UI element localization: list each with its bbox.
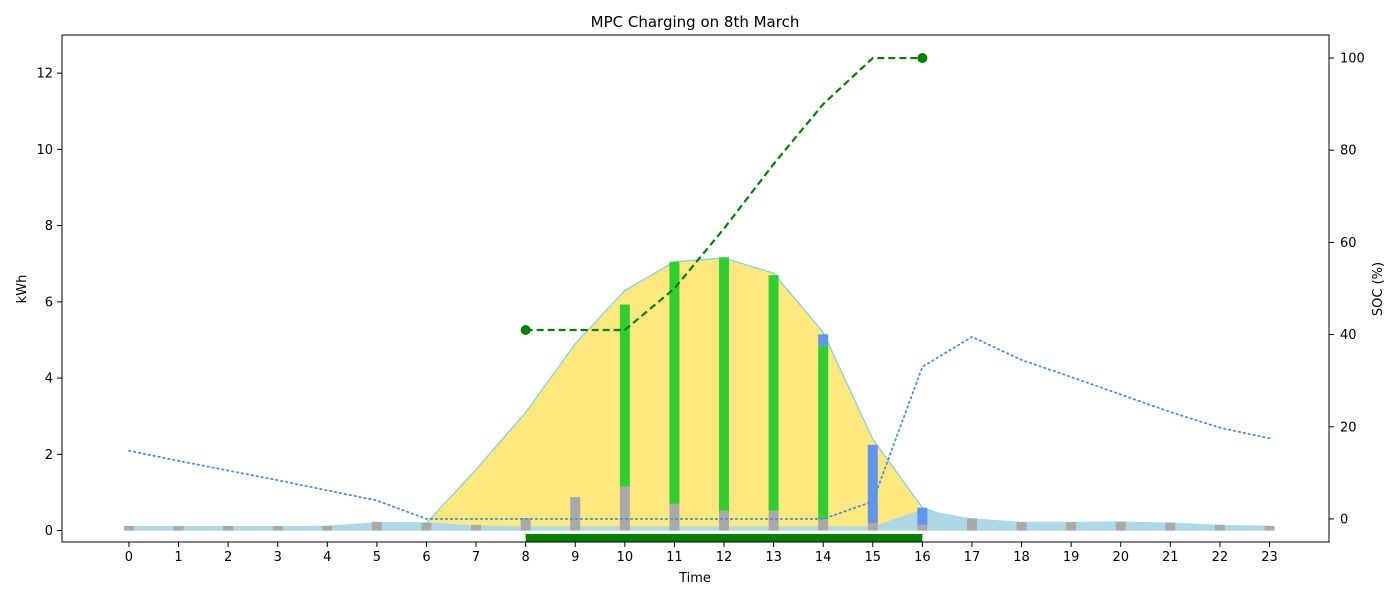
- base-load-bar: [1066, 522, 1077, 531]
- base-load-bar: [471, 524, 482, 531]
- y-tick-label: 0: [45, 524, 53, 539]
- grid-import-bar: [818, 334, 829, 346]
- x-tick-label: 6: [422, 550, 430, 565]
- base-load-bar: [322, 525, 333, 531]
- y-right-tick-label: 100: [1340, 52, 1365, 67]
- y-tick-label: 4: [45, 372, 53, 387]
- price-line: [128, 335, 1271, 520]
- base-load-bar: [719, 510, 730, 531]
- base-load-bar: [867, 522, 878, 531]
- load-band: [128, 509, 1270, 531]
- x-tick-label: 8: [522, 550, 530, 565]
- x-tick-label: 15: [865, 550, 882, 565]
- x-tick-label: 9: [571, 550, 579, 565]
- y-right-tick-label: 60: [1340, 236, 1357, 251]
- base-load-bar: [966, 518, 977, 531]
- x-tick-label: 0: [125, 550, 133, 565]
- plot-frame: [61, 34, 1330, 543]
- y-tick-label: 8: [45, 219, 53, 234]
- x-tick-label: 16: [914, 550, 931, 565]
- base-load-bar: [371, 521, 382, 531]
- x-tick-label: 14: [815, 550, 832, 565]
- x-tick-label: 12: [716, 550, 733, 565]
- x-tick-label: 11: [666, 550, 683, 565]
- base-load-bar: [619, 486, 630, 531]
- x-tick-label: 2: [224, 550, 232, 565]
- base-load-bar: [1165, 522, 1176, 531]
- y-right-tick-label: 80: [1340, 144, 1357, 159]
- x-tick-label: 17: [964, 550, 981, 565]
- x-tick-label: 7: [472, 550, 480, 565]
- y-axis-right-label: SOC (%): [1371, 262, 1386, 316]
- availability-bar: [525, 534, 923, 542]
- y-axis-label: kWh: [15, 275, 30, 304]
- grid-import-bar: [917, 507, 928, 525]
- x-tick-label: 21: [1162, 550, 1179, 565]
- soc-marker: [520, 324, 531, 335]
- x-tick-label: 4: [323, 550, 331, 565]
- grid-import-bar: [867, 444, 878, 523]
- chart-title: MPC Charging on 8th March: [591, 13, 800, 31]
- base-load-bar: [669, 503, 680, 531]
- base-load-bar: [123, 525, 134, 531]
- base-load-bar: [1264, 525, 1275, 531]
- x-tick-label: 23: [1261, 550, 1278, 565]
- ev-charging-bar: [619, 304, 630, 487]
- x-tick-label: 18: [1013, 550, 1030, 565]
- base-load-bar: [421, 522, 432, 531]
- x-tick-label: 13: [765, 550, 782, 565]
- base-load-bar: [768, 510, 779, 531]
- y-tick-label: 2: [45, 448, 53, 463]
- soc-line: [525, 56, 923, 332]
- y-tick-label: 12: [36, 67, 53, 82]
- base-load-bar: [570, 497, 581, 531]
- y-tick-label: 10: [36, 143, 53, 158]
- pv-area: [128, 258, 1270, 531]
- x-tick-label: 10: [617, 550, 634, 565]
- y-right-tick-label: 40: [1340, 328, 1357, 343]
- ev-charging-bar: [669, 261, 680, 504]
- base-load-bar: [917, 524, 928, 531]
- x-tick-label: 22: [1212, 550, 1229, 565]
- x-tick-label: 1: [174, 550, 182, 565]
- soc-marker: [917, 53, 928, 64]
- x-tick-label: 3: [274, 550, 282, 565]
- ev-charging-bar: [768, 275, 779, 511]
- x-tick-label: 5: [373, 550, 381, 565]
- x-axis-label: Time: [678, 571, 711, 586]
- base-load-bar: [272, 525, 283, 531]
- base-load-bar: [1214, 524, 1225, 531]
- x-axis: 0 1 2 3 4 5 6 7 8 9 10 11 12 13 14 15 16 17 18 19 20 21 22 23: [125, 542, 1278, 565]
- y-axis-left: 0 2 4 6 8 10 12: [36, 67, 62, 539]
- ev-charging-bar: [719, 257, 730, 511]
- ev-charging-bar: [818, 345, 829, 520]
- x-tick-label: 19: [1063, 550, 1080, 565]
- base-load-bar: [818, 519, 829, 531]
- y-right-tick-label: 20: [1340, 420, 1357, 435]
- y-tick-label: 6: [45, 295, 53, 310]
- x-tick-label: 20: [1112, 550, 1129, 565]
- y-right-tick-label: 0: [1340, 512, 1348, 527]
- y-axis-right: 0 20 40 60 80 100: [1329, 52, 1365, 527]
- base-load-bar: [520, 517, 531, 531]
- plot-area: [123, 53, 1275, 542]
- base-load-bar: [173, 525, 184, 531]
- base-load-bar: [223, 525, 234, 531]
- base-load-bar: [1016, 522, 1027, 531]
- base-load-bar: [1115, 521, 1126, 531]
